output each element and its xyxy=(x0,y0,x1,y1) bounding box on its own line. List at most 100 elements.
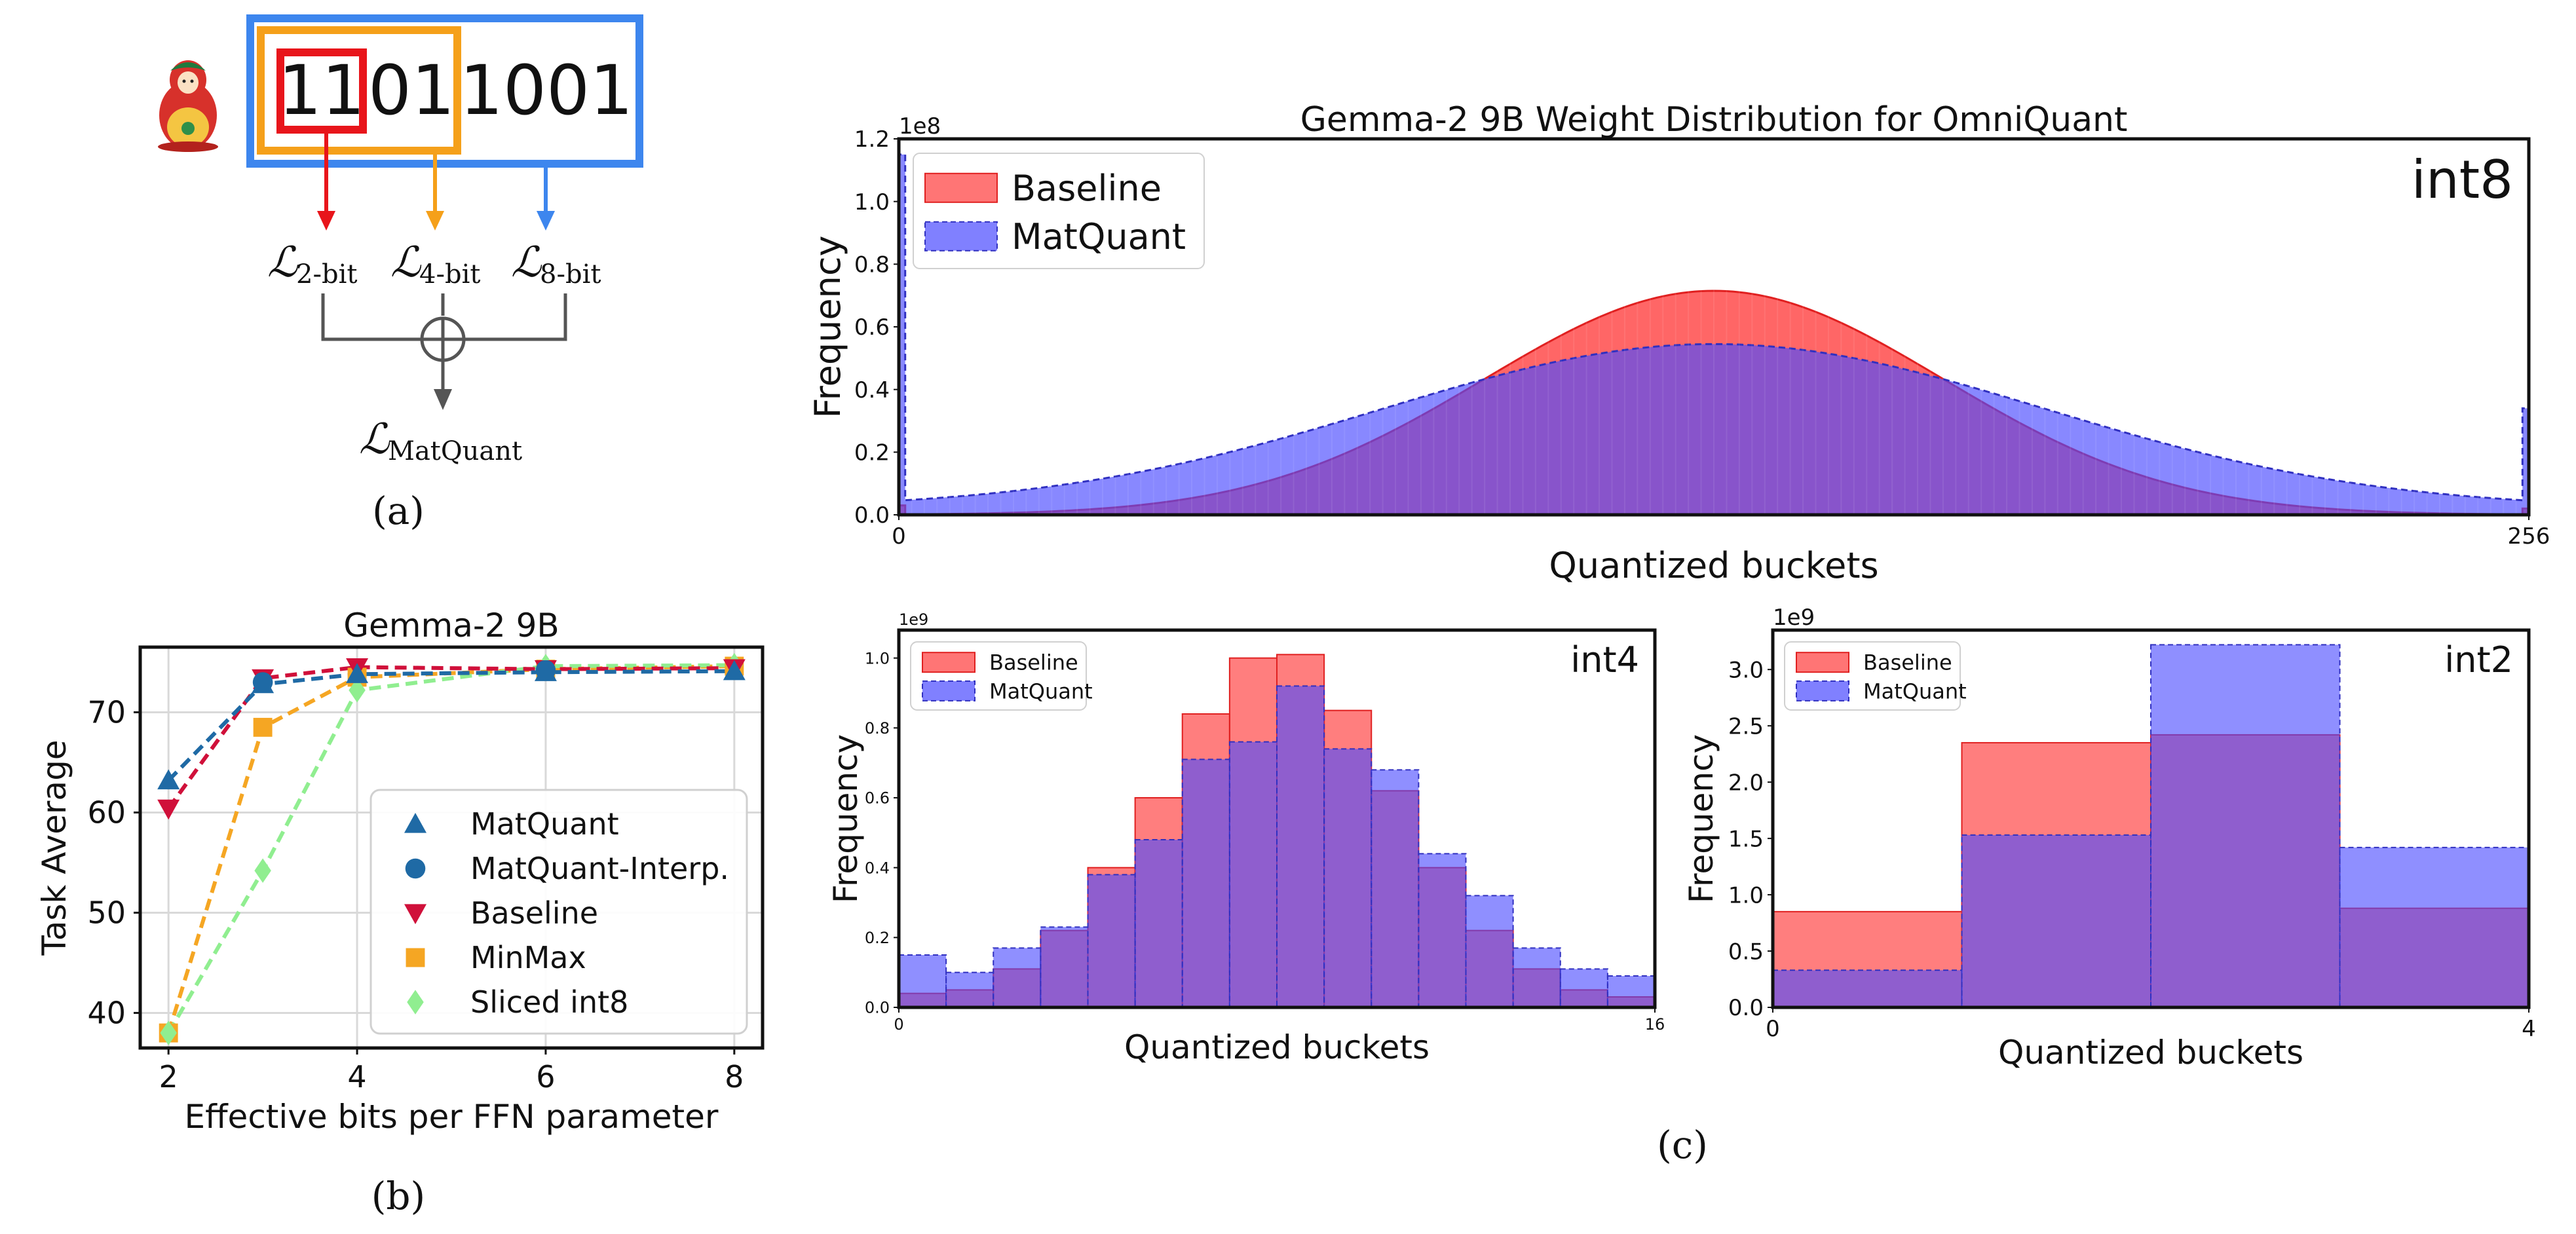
y-axis-label: Task Average xyxy=(35,739,73,956)
bar-matquant xyxy=(945,971,994,1008)
legend-swatch-baseline xyxy=(924,172,998,203)
y-tick-label: 40 xyxy=(87,995,126,1030)
legend-marker-baseline xyxy=(404,904,426,924)
x-tick-label: 256 xyxy=(2508,523,2550,550)
panel-c-int4-histogram: 0.0 0.2 0.4 0.6 0.8 1.0 0 16 1e9 int4 Quantized bu… xyxy=(827,610,1665,1066)
panel-a-diagram: 11 01 1001 ℒ 2-bit ℒ 4-bit ℒ 8-bit xyxy=(158,14,643,533)
loss-4bit-subscript: 4-bit xyxy=(419,259,480,290)
legend-swatch-matquant xyxy=(922,680,975,701)
data-point-minmax xyxy=(253,717,273,737)
panel-c-int8-histogram: 0.0 0.2 0.4 0.6 0.8 1.0 1.2 0 256 1e8 int8 Quantize… xyxy=(807,100,2550,586)
legend-label-minmax: MinMax xyxy=(470,940,586,975)
bar-matquant xyxy=(1181,758,1230,1009)
bits-4bit-text: 01 xyxy=(368,50,455,130)
bar-matquant xyxy=(898,954,947,1008)
legend-label-baseline: Baseline xyxy=(1863,650,1952,675)
x-axis-label: Effective bits per FFN parameter xyxy=(185,1098,719,1136)
legend-label-matquant-interp-: MatQuant-Interp. xyxy=(470,851,729,886)
x-axis-label: Quantized buckets xyxy=(1549,545,1878,586)
y-tick-label: 1.2 xyxy=(854,126,890,153)
x-tick-label: 0 xyxy=(892,523,906,550)
y-tick-label: 1.0 xyxy=(865,649,890,667)
panel-c-int2-histogram: 0.0 0.5 1.0 1.5 2.0 2.5 3.0 0 4 1e9 int2 Quantized … xyxy=(1682,605,2536,1072)
y-tick-label: 0.6 xyxy=(865,789,890,808)
loss-2bit-symbol: ℒ xyxy=(267,238,299,287)
legend-label-baseline: Baseline xyxy=(1012,168,1162,209)
y-tick-label: 0.4 xyxy=(865,859,890,877)
loss-total-symbol: ℒ xyxy=(359,415,390,464)
legend-marker-sliced-int8 xyxy=(407,990,424,1015)
bar-matquant xyxy=(1276,685,1325,1009)
bar-matquant xyxy=(1465,895,1514,1009)
bar-matquant xyxy=(1418,853,1467,1009)
data-point-sliced-int8 xyxy=(160,1020,177,1045)
y-axis-label: Frequency xyxy=(827,734,865,903)
panel-c-caption: (c) xyxy=(1657,1123,1708,1167)
bar-matquant xyxy=(2150,644,2341,1008)
data-point-matquant xyxy=(157,769,180,790)
bar-matquant xyxy=(2339,846,2529,1008)
y-tick-label: 0.5 xyxy=(1728,939,1764,965)
data-point-matquant-interp- xyxy=(252,672,273,692)
bits-8bit-text: 1001 xyxy=(460,50,634,130)
data-point-sliced-int8 xyxy=(254,858,271,883)
x-tick-label: 8 xyxy=(725,1059,744,1094)
blue-box-8bit xyxy=(246,14,643,168)
legend-label-matquant: MatQuant xyxy=(989,679,1093,703)
y-tick-label: 0.8 xyxy=(854,252,890,278)
data-point-sliced-int8 xyxy=(349,678,366,703)
panel-b-line-chart: 2 4 6 8 40 50 60 70 Gemma-2 9B Effective bits per… xyxy=(35,607,765,1136)
legend-label-sliced-int8: Sliced int8 xyxy=(470,984,628,1020)
legend-marker-matquant xyxy=(404,813,426,833)
legend-label-matquant: MatQuant xyxy=(1012,216,1186,257)
x-tick-label: 2 xyxy=(159,1059,178,1094)
legend-swatch-matquant xyxy=(1796,680,1849,701)
chart-legend: Baseline MatQuant xyxy=(910,641,1093,711)
red-box-2bit xyxy=(276,48,367,134)
data-point-baseline xyxy=(157,799,180,820)
legend-swatch-matquant xyxy=(924,221,998,252)
loss-2bit-subscript: 2-bit xyxy=(296,259,357,290)
chart-legend: Baseline MatQuant xyxy=(1784,641,1967,711)
loss-sum-connector xyxy=(321,293,567,410)
x-axis-label: Quantized buckets xyxy=(1124,1028,1430,1066)
legend-marker-matquant-interp- xyxy=(405,858,426,879)
legend-marker-minmax xyxy=(406,948,425,967)
y-axis-label: Frequency xyxy=(807,236,848,419)
bit-width-tag: int4 xyxy=(1570,639,1639,681)
plot-frame xyxy=(1771,628,2531,1009)
bar-matquant xyxy=(1512,947,1561,1009)
bar-matquant xyxy=(1087,874,1136,1009)
y-tick-label: 60 xyxy=(87,795,126,830)
bar-matquant xyxy=(1228,741,1278,1008)
histogram-area-matquant xyxy=(898,153,2530,516)
x-tick-label: 16 xyxy=(1645,1015,1665,1034)
x-tick-label: 4 xyxy=(2522,1016,2536,1042)
y-tick-label: 1.5 xyxy=(1728,826,1764,852)
orange-box-4bit xyxy=(257,26,461,155)
x-axis-label: Quantized buckets xyxy=(1998,1034,2303,1072)
y-tick-label: 0.0 xyxy=(865,999,890,1017)
data-point-matquant xyxy=(723,660,746,681)
bar-matquant xyxy=(1134,839,1183,1008)
y-tick-label: 0.0 xyxy=(854,502,890,529)
y-tick-label: 2.5 xyxy=(1728,713,1764,739)
legend-label-matquant: MatQuant xyxy=(470,806,619,842)
bar-matquant xyxy=(1323,748,1373,1009)
bit-width-tag: int2 xyxy=(2444,639,2513,681)
panel-b-caption: (b) xyxy=(371,1174,425,1218)
bar-matquant xyxy=(1961,834,2151,1009)
y-tick-label: 0.2 xyxy=(854,440,890,466)
series-line-baseline xyxy=(166,665,734,810)
bar-matquant xyxy=(1772,969,1963,1008)
y-scale-label: 1e9 xyxy=(899,610,928,629)
legend-box xyxy=(369,789,748,1035)
y-tick-label: 1.0 xyxy=(854,189,890,215)
legend-swatch-baseline xyxy=(922,652,975,673)
loss-labels: ℒ 2-bit ℒ 4-bit ℒ 8-bit xyxy=(267,238,601,290)
legend-label-baseline: Baseline xyxy=(470,895,598,931)
x-tick-label: 0 xyxy=(1766,1016,1780,1042)
panel-a-caption: (a) xyxy=(372,489,425,533)
legend-label-baseline: Baseline xyxy=(989,650,1078,675)
